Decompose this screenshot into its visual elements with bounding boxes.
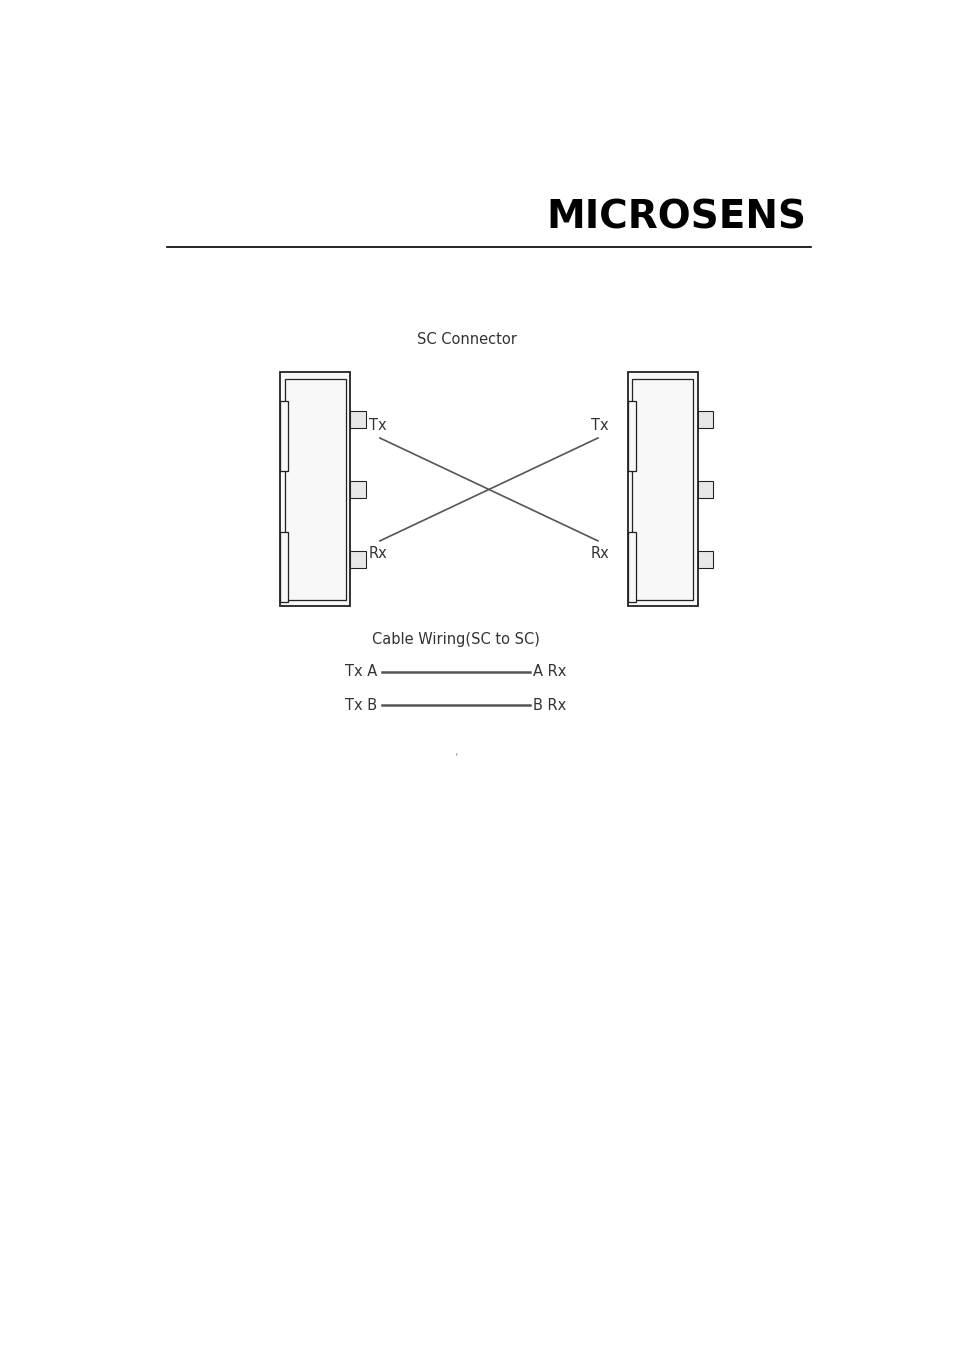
FancyBboxPatch shape bbox=[284, 379, 345, 599]
Circle shape bbox=[301, 423, 325, 456]
FancyBboxPatch shape bbox=[639, 394, 680, 413]
FancyBboxPatch shape bbox=[645, 397, 675, 408]
Text: Tx: Tx bbox=[369, 417, 386, 433]
Text: B Rx: B Rx bbox=[533, 698, 566, 713]
FancyBboxPatch shape bbox=[627, 401, 636, 471]
FancyBboxPatch shape bbox=[639, 497, 680, 516]
FancyBboxPatch shape bbox=[697, 410, 713, 428]
FancyBboxPatch shape bbox=[293, 497, 333, 516]
Circle shape bbox=[301, 525, 325, 560]
FancyBboxPatch shape bbox=[697, 551, 713, 568]
FancyBboxPatch shape bbox=[644, 571, 676, 586]
FancyBboxPatch shape bbox=[302, 575, 324, 582]
FancyBboxPatch shape bbox=[350, 481, 365, 498]
FancyBboxPatch shape bbox=[302, 471, 324, 479]
Text: SC Connector: SC Connector bbox=[416, 332, 517, 347]
FancyBboxPatch shape bbox=[297, 571, 328, 586]
Text: ,: , bbox=[454, 747, 456, 757]
FancyBboxPatch shape bbox=[280, 373, 350, 606]
Text: MICROSENS: MICROSENS bbox=[546, 198, 806, 236]
FancyBboxPatch shape bbox=[627, 532, 636, 602]
FancyBboxPatch shape bbox=[297, 501, 328, 512]
FancyBboxPatch shape bbox=[632, 497, 688, 586]
FancyBboxPatch shape bbox=[297, 397, 328, 408]
FancyBboxPatch shape bbox=[649, 575, 671, 582]
Circle shape bbox=[648, 423, 672, 456]
Text: Tx A: Tx A bbox=[344, 664, 376, 679]
FancyBboxPatch shape bbox=[697, 481, 713, 498]
FancyBboxPatch shape bbox=[627, 373, 697, 606]
FancyBboxPatch shape bbox=[285, 394, 341, 482]
FancyBboxPatch shape bbox=[645, 501, 675, 512]
FancyBboxPatch shape bbox=[632, 394, 688, 482]
Text: A Rx: A Rx bbox=[533, 664, 566, 679]
Circle shape bbox=[643, 520, 677, 566]
Circle shape bbox=[296, 416, 330, 463]
Text: Rx: Rx bbox=[369, 547, 387, 562]
FancyBboxPatch shape bbox=[280, 532, 288, 602]
FancyBboxPatch shape bbox=[350, 410, 365, 428]
FancyBboxPatch shape bbox=[297, 468, 328, 482]
FancyBboxPatch shape bbox=[632, 379, 693, 599]
FancyBboxPatch shape bbox=[285, 497, 341, 586]
Text: Rx: Rx bbox=[590, 547, 608, 562]
FancyBboxPatch shape bbox=[350, 551, 365, 568]
FancyBboxPatch shape bbox=[293, 394, 333, 413]
Text: Tx B: Tx B bbox=[344, 698, 376, 713]
Circle shape bbox=[643, 416, 677, 463]
Text: Cable Wiring(SC to SC): Cable Wiring(SC to SC) bbox=[372, 632, 539, 648]
FancyBboxPatch shape bbox=[649, 471, 671, 479]
FancyBboxPatch shape bbox=[280, 401, 288, 471]
Text: Tx: Tx bbox=[591, 417, 608, 433]
Circle shape bbox=[296, 520, 330, 566]
Circle shape bbox=[648, 525, 672, 560]
FancyBboxPatch shape bbox=[644, 468, 676, 482]
